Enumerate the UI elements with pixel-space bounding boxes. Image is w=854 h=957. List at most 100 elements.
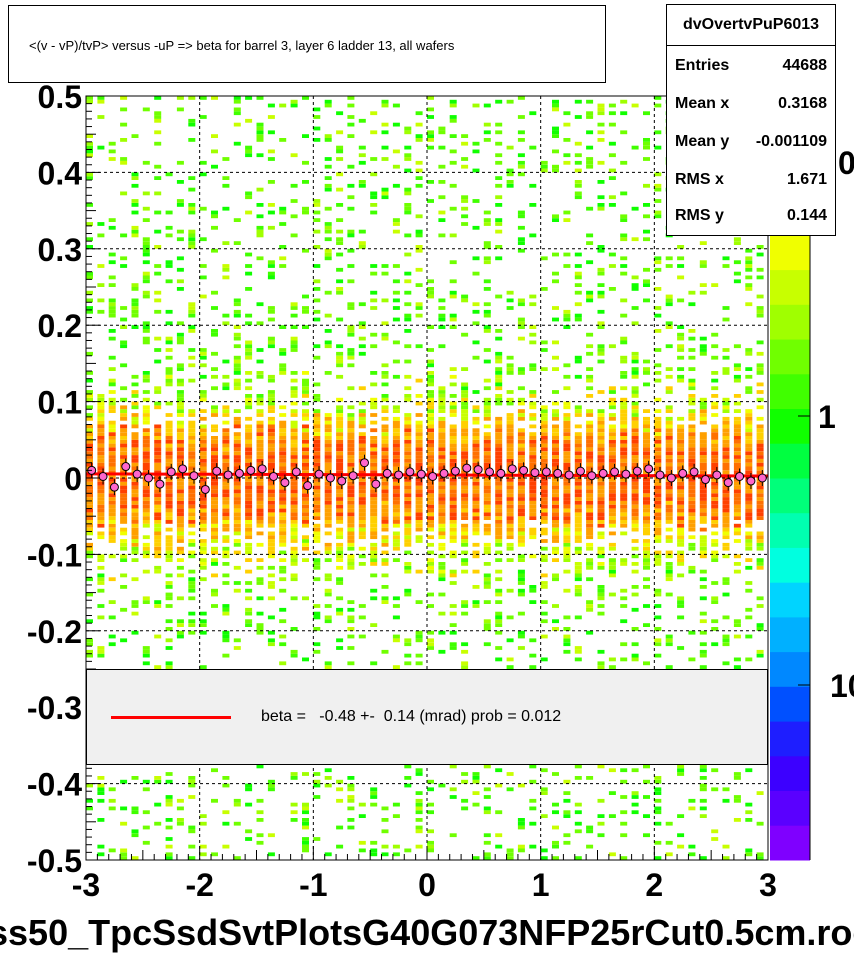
heatmap-cell [733, 523, 741, 528]
heatmap-cell [427, 348, 434, 352]
heatmap-cell [347, 825, 355, 830]
heatmap-cell [165, 516, 173, 520]
heatmap-cell [336, 581, 344, 585]
heatmap-cell [211, 535, 218, 540]
heatmap-cell [597, 554, 605, 559]
heatmap-cell [449, 520, 457, 524]
heatmap-cell [631, 508, 639, 513]
heatmap-cell [688, 497, 696, 501]
heatmap-cell [427, 439, 434, 444]
heatmap-cell [597, 203, 605, 207]
heatmap-cell [427, 436, 434, 440]
heatmap-cell [597, 451, 605, 456]
heatmap-cell [404, 592, 412, 597]
heatmap-cell [302, 424, 309, 429]
heatmap-cell [438, 130, 446, 135]
heatmap-cell [165, 309, 173, 314]
heatmap-cell [620, 218, 628, 222]
heatmap-cell [756, 432, 764, 436]
heatmap-cell [142, 405, 150, 410]
heatmap-cell [233, 802, 241, 807]
profile-point [485, 467, 495, 477]
heatmap-cell [415, 458, 423, 463]
heatmap-cell [199, 275, 207, 280]
heatmap-cell [586, 145, 594, 150]
heatmap-cell [199, 237, 207, 242]
profile-point [109, 482, 119, 492]
heatmap-cell [222, 783, 230, 788]
heatmap-cell [302, 248, 309, 253]
heatmap-cell [256, 596, 264, 601]
heatmap-cell [608, 141, 616, 146]
heatmap-cell [745, 443, 753, 448]
heatmap-cell [415, 451, 423, 456]
heatmap-cell [188, 206, 196, 211]
heatmap-cell [506, 638, 514, 643]
heatmap-cell [563, 405, 571, 410]
heatmap-cell [199, 424, 207, 429]
heatmap-cell [427, 779, 434, 784]
heatmap-cell [495, 539, 503, 543]
heatmap-cell [620, 821, 628, 826]
heatmap-cell [131, 374, 139, 379]
heatmap-cell [392, 340, 400, 345]
heatmap-cell [677, 478, 685, 482]
heatmap-cell [427, 138, 434, 142]
heatmap-cell [586, 562, 594, 566]
profile-point [655, 470, 665, 480]
heatmap-cell [324, 443, 332, 448]
heatmap-cell [733, 493, 741, 498]
heatmap-cell [302, 848, 309, 853]
heatmap-cell [620, 256, 628, 261]
heatmap-cell [540, 791, 548, 795]
heatmap-cell [176, 413, 184, 417]
heatmap-cell [256, 565, 264, 570]
heatmap-cell [427, 535, 434, 540]
heatmap-cell [97, 646, 105, 650]
heatmap-cell [302, 535, 309, 540]
heatmap-cell [506, 363, 514, 368]
heatmap-cell [574, 160, 582, 165]
heatmap-cell [517, 298, 525, 303]
heatmap-cell [461, 527, 469, 532]
heatmap-cell [188, 611, 196, 616]
heatmap-cell [233, 466, 241, 471]
heatmap-cell [222, 275, 230, 280]
heatmap-cell [733, 279, 741, 284]
heatmap-cell [449, 795, 457, 799]
heatmap-cell [404, 485, 412, 490]
heatmap-cell [324, 470, 332, 475]
heatmap-cell [131, 478, 139, 482]
heatmap-cell [188, 451, 196, 456]
heatmap-cell [563, 634, 571, 639]
heatmap-cell [643, 500, 650, 505]
heatmap-cell [188, 413, 196, 417]
heatmap-cell [256, 504, 264, 509]
heatmap-cell [233, 336, 241, 341]
heatmap-cell [302, 325, 309, 329]
heatmap-cell [392, 539, 400, 543]
heatmap-cell [597, 814, 605, 818]
heatmap-cell [643, 504, 650, 509]
heatmap-cell [154, 386, 162, 391]
heatmap-cell [574, 359, 582, 364]
heatmap-cell [381, 130, 389, 135]
heatmap-cell [176, 443, 184, 448]
heatmap-cell [404, 516, 412, 520]
heatmap-cell [324, 290, 332, 295]
heatmap-cell [699, 585, 707, 589]
heatmap-cell [370, 191, 378, 196]
heatmap-cell [722, 405, 730, 410]
heatmap-cell [86, 443, 93, 448]
heatmap-cell [222, 489, 230, 494]
heatmap-cell [552, 413, 559, 417]
heatmap-cell [392, 122, 400, 127]
heatmap-cell [370, 542, 378, 547]
heatmap-cell [461, 420, 469, 425]
y-tick-label: 0.4 [38, 155, 83, 191]
heatmap-cell [392, 485, 400, 490]
heatmap-cell [540, 856, 548, 860]
heatmap-cell [620, 264, 628, 268]
heatmap-cell [733, 466, 741, 471]
heatmap-cell [427, 443, 434, 448]
